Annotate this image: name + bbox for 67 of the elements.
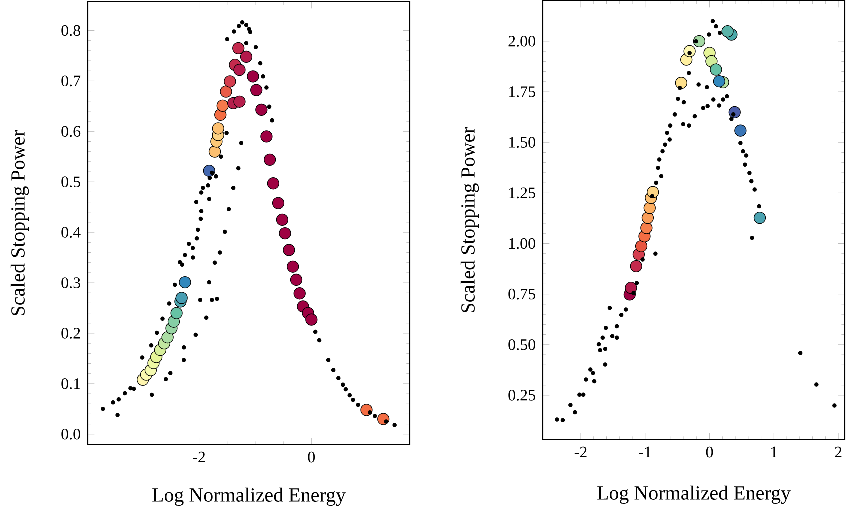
- point: [179, 276, 192, 289]
- point: [722, 25, 734, 38]
- y-tick-label: 0.75: [508, 288, 536, 300]
- y-tick-label: 0.2: [62, 328, 80, 339]
- point: [260, 130, 273, 143]
- y-tick-label: 0.5: [62, 176, 80, 188]
- x-axis-title: Log Normalized Energy: [598, 486, 791, 504]
- y-axis-title: Scaled Stopping Power: [460, 127, 480, 312]
- point: [306, 314, 318, 326]
- point: [234, 64, 246, 76]
- point: [234, 96, 246, 108]
- point: [216, 100, 229, 112]
- point: [625, 282, 638, 294]
- y-tick-label: 0.4: [62, 227, 81, 238]
- point: [710, 64, 722, 76]
- x-tick-label: 0: [706, 446, 714, 458]
- x-tick-label: 1: [772, 446, 778, 458]
- y-tick-label: 0.3: [62, 278, 80, 288]
- y-tick-label: 0.8: [62, 25, 80, 36]
- point: [287, 260, 300, 273]
- y-tick-label: 0.1: [62, 378, 80, 390]
- point: [734, 124, 747, 137]
- x-tick-label: 0: [308, 452, 316, 463]
- point: [283, 244, 296, 256]
- point: [247, 70, 260, 83]
- y-tick-label: 0.0: [62, 428, 80, 440]
- point: [754, 212, 766, 224]
- point: [250, 84, 263, 96]
- y-tick-label: 0.50: [508, 339, 536, 350]
- point: [635, 240, 648, 252]
- point: [644, 202, 656, 214]
- y-tick-label: 0.6: [62, 126, 81, 138]
- point: [630, 260, 642, 272]
- y-tick-label: 0.25: [508, 390, 536, 401]
- point: [240, 50, 253, 64]
- point: [276, 214, 289, 226]
- x-axis-title: Log Normalized Energy: [152, 488, 346, 506]
- point: [642, 212, 654, 224]
- point: [256, 104, 268, 116]
- x-tick-label: -1: [639, 446, 652, 458]
- point: [267, 178, 280, 190]
- point: [279, 228, 292, 240]
- point: [170, 307, 183, 320]
- point: [224, 76, 236, 88]
- y-tick-label: 1.50: [509, 137, 536, 148]
- point: [208, 146, 222, 158]
- y-tick-label: 1.00: [509, 238, 536, 250]
- point: [294, 288, 306, 300]
- point: [290, 274, 303, 286]
- point: [713, 75, 726, 88]
- point: [212, 122, 224, 135]
- y-axis-title: Scaled Stopping Power: [10, 130, 30, 316]
- point: [264, 154, 276, 166]
- y-tick-label: 2.00: [508, 36, 536, 47]
- y-tick-label: 1.25: [509, 188, 536, 199]
- x-tick-label: 2: [835, 446, 842, 458]
- point: [232, 42, 245, 54]
- point: [640, 222, 653, 234]
- x-tick-label: -2: [574, 446, 587, 458]
- point: [176, 292, 188, 304]
- point: [675, 77, 688, 90]
- y-tick-label: 0.7: [62, 76, 81, 87]
- point: [162, 331, 174, 344]
- point: [272, 197, 285, 210]
- x-tick-label: -2: [193, 452, 206, 463]
- point: [220, 86, 232, 98]
- y-tick-label: 1.75: [509, 86, 536, 98]
